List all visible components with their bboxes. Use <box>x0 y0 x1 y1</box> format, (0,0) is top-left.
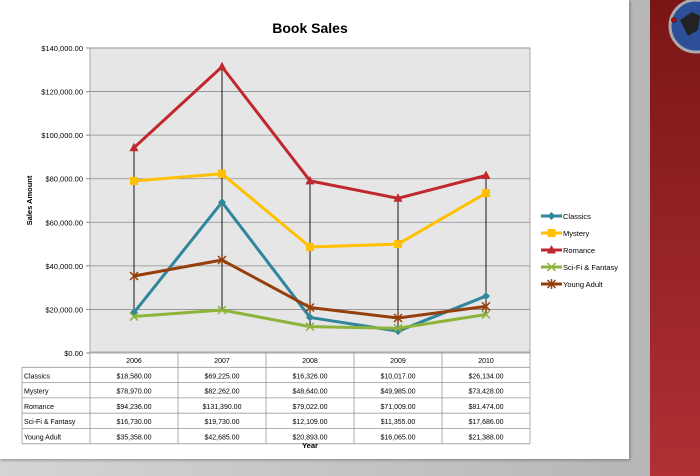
y-tick-label: $20,000.00 <box>45 305 83 314</box>
table-cell: $10,017.00 <box>380 373 415 380</box>
y-tick-label: $140,000.00 <box>41 44 83 53</box>
data-point-mystery <box>394 240 402 249</box>
table-header-year: 2008 <box>302 358 318 365</box>
data-point-young-adult <box>217 255 227 266</box>
data-point-young-adult <box>129 270 139 281</box>
legend-marker-mystery <box>547 229 556 237</box>
legend-marker-classics <box>547 212 556 220</box>
table-cell: $48,640.00 <box>292 389 327 396</box>
data-point-young-adult <box>305 302 315 313</box>
table-cell: $12,109.00 <box>292 419 327 426</box>
data-point-mystery <box>130 176 138 185</box>
table-cell: $16,065.00 <box>380 435 415 442</box>
data-point-sci-fi-fantasy <box>393 323 403 333</box>
legend-label-sci-fi-fantasy: Sci-Fi & Fantasy <box>563 263 618 272</box>
table-cell: $69,225.00 <box>204 373 239 380</box>
table-cell: $94,236.00 <box>116 404 151 411</box>
data-point-mystery <box>218 169 226 178</box>
table-cell: $18,580.00 <box>116 373 151 380</box>
legend-label-classics: Classics <box>563 212 591 221</box>
legend-marker-romance <box>547 245 556 254</box>
legend-label-romance: Romance <box>563 246 595 255</box>
data-point-classics <box>482 292 490 301</box>
data-point-young-adult <box>481 301 491 312</box>
table-row-label: Sci-Fi & Fantasy <box>24 419 76 426</box>
table-row-label: Romance <box>24 404 54 411</box>
y-tick-label: $0.00 <box>64 349 83 358</box>
table-cell: $82,262.00 <box>204 389 239 396</box>
chart-title: Book Sales <box>272 20 348 36</box>
table-cell: $35,358.00 <box>116 435 151 442</box>
data-point-romance <box>129 142 139 152</box>
data-point-classics <box>306 313 314 322</box>
y-tick-label: $60,000.00 <box>45 218 83 227</box>
table-header-year: 2006 <box>126 358 142 365</box>
table-cell: $78,970.00 <box>116 389 151 396</box>
table-cell: $16,730.00 <box>116 419 151 426</box>
table-header-year: 2009 <box>390 358 406 365</box>
table-cell: $131,390.00 <box>203 404 242 411</box>
x-axis-label: Year <box>302 441 318 450</box>
data-point-sci-fi-fantasy <box>129 312 139 322</box>
table-cell: $17,686.00 <box>468 419 503 426</box>
y-axis-label: Sales Amount <box>25 175 34 225</box>
table-cell: $49,985.00 <box>380 389 415 396</box>
table-row-label: Classics <box>24 373 51 380</box>
table-cell: $73,428.00 <box>468 389 503 396</box>
data-point-mystery <box>482 189 490 198</box>
table-cell: $42,685.00 <box>204 435 239 442</box>
table-row-label: Young Adult <box>24 435 61 442</box>
data-point-romance <box>481 170 491 180</box>
table-row-label: Mystery <box>24 389 49 396</box>
legend-label-mystery: Mystery <box>563 229 590 238</box>
legend-marker-young-adult <box>546 279 557 289</box>
slide-side-panel <box>650 0 700 476</box>
table-cell: $21,388.00 <box>468 435 503 442</box>
logo-emblem-icon <box>668 0 700 54</box>
table-header-year: 2007 <box>214 358 230 365</box>
data-point-young-adult <box>393 313 403 324</box>
table-cell: $19,730.00 <box>204 419 239 426</box>
table-cell: $81,474.00 <box>468 404 503 411</box>
legend-marker-sci-fi-fantasy <box>546 262 557 272</box>
table-cell: $16,326.00 <box>292 373 327 380</box>
data-point-romance <box>393 193 403 202</box>
table-cell: $20,893.00 <box>292 435 327 442</box>
y-tick-label: $100,000.00 <box>41 131 83 140</box>
data-point-sci-fi-fantasy <box>217 305 227 315</box>
table-cell: $11,355.00 <box>381 419 416 426</box>
data-point-classics <box>218 198 226 207</box>
table-cell: $71,009.00 <box>380 404 415 411</box>
table-header-year: 2010 <box>478 358 494 365</box>
table-cell: $79,022.00 <box>292 404 327 411</box>
data-point-romance <box>217 61 227 71</box>
data-point-mystery <box>306 243 314 252</box>
y-tick-label: $80,000.00 <box>45 175 83 184</box>
y-tick-label: $120,000.00 <box>41 88 83 97</box>
y-tick-label: $40,000.00 <box>45 262 83 271</box>
data-point-sci-fi-fantasy <box>481 309 491 320</box>
data-point-romance <box>305 175 315 185</box>
data-point-sci-fi-fantasy <box>305 322 315 332</box>
legend-label-young-adult: Young Adult <box>563 280 604 289</box>
table-cell: $26,134.00 <box>468 373 503 380</box>
